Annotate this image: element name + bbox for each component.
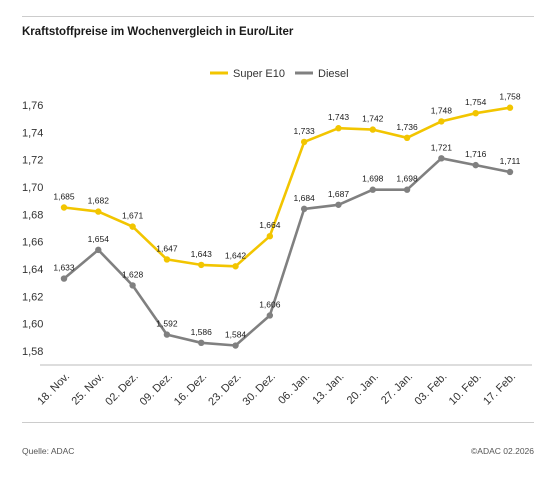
data-point-0-3 [163, 256, 171, 263]
data-point-0-8 [335, 125, 342, 132]
x-tick-label: 16. Dez. [172, 371, 209, 408]
data-point-1-6 [266, 312, 274, 319]
data-point-0-0 [60, 204, 68, 211]
y-tick-label: 1,68 [22, 209, 43, 221]
data-label-1-11: 1,721 [431, 142, 453, 152]
series-line-0 [62, 106, 512, 268]
data-point-1-9 [369, 186, 376, 193]
data-label-0-4: 1,643 [191, 249, 213, 259]
x-tick-label: 25. Nov. [70, 371, 107, 408]
data-label-0-6: 1,664 [259, 220, 281, 230]
line-chart: Super E10 Diesel 1,58 1,60 1,62 1,64 1,66 1,68 1… [22, 68, 532, 408]
data-label-0-7: 1,733 [294, 126, 316, 136]
x-tick-label: 13. Jan. [310, 371, 346, 407]
data-label-1-13: 1,711 [500, 156, 521, 166]
x-tick-label: 06. Jan. [276, 371, 312, 407]
data-point-0-13 [506, 104, 514, 111]
data-label-0-2: 1,671 [122, 211, 144, 221]
data-point-1-11 [438, 155, 445, 162]
data-point-0-2 [129, 223, 136, 230]
data-label-1-1: 1,654 [88, 234, 110, 244]
data-label-1-9: 1,698 [362, 174, 384, 184]
data-point-1-5 [232, 342, 239, 349]
data-label-0-3: 1,647 [156, 243, 178, 253]
data-point-1-4 [198, 339, 205, 346]
data-point-1-13 [506, 168, 514, 176]
y-tick-label: 1,74 [22, 127, 43, 139]
y-tick-label: 1,72 [22, 155, 43, 167]
data-label-1-12: 1,716 [465, 149, 487, 159]
data-label-0-9: 1,742 [362, 114, 384, 124]
data-point-1-12 [472, 161, 479, 169]
y-tick-label: 1,76 [22, 100, 43, 112]
x-tick-label: 03. Feb. [412, 371, 449, 408]
y-tick-label: 1,60 [22, 319, 43, 331]
chart-title: Kraftstoffpreise im Wochenvergleich in E… [22, 26, 294, 38]
data-label-0-13: 1,758 [499, 92, 521, 102]
x-tick-label: 23. Dez. [206, 371, 243, 408]
data-label-1-4: 1,586 [191, 327, 213, 337]
data-point-0-10 [403, 134, 411, 141]
x-tick-label: 10. Feb. [447, 371, 484, 408]
data-point-1-2 [129, 282, 136, 289]
data-label-1-10: 1,698 [396, 174, 418, 184]
x-tick-label: 17. Feb. [481, 371, 518, 408]
data-point-0-7 [300, 138, 308, 146]
data-point-1-1 [95, 246, 102, 254]
data-point-0-4 [198, 261, 205, 269]
y-tick-label: 1,66 [22, 237, 43, 249]
data-point-1-0 [60, 275, 68, 282]
data-label-1-2: 1,628 [122, 269, 144, 279]
data-label-0-1: 1,682 [88, 196, 110, 206]
data-label-1-8: 1,687 [328, 189, 350, 199]
copyright-note: ©ADAC 02.2026 [471, 446, 534, 456]
data-label-0-0: 1,685 [53, 192, 75, 202]
data-label-0-12: 1,754 [465, 97, 487, 107]
y-tick-label: 1,64 [22, 264, 43, 276]
data-label-0-5: 1,642 [225, 250, 247, 260]
data-label-1-6: 1,606 [259, 299, 281, 309]
data-point-1-7 [300, 205, 308, 213]
data-point-0-12 [472, 110, 479, 117]
data-label-1-3: 1,592 [156, 319, 178, 329]
data-label-1-0: 1,633 [53, 263, 75, 273]
y-tick-label: 1,70 [22, 182, 43, 194]
x-tick-label: 27. Jan. [379, 371, 415, 407]
data-label-0-10: 1,736 [396, 122, 418, 132]
x-tick-label: 30. Dez. [241, 371, 278, 408]
data-label-0-11: 1,748 [431, 105, 453, 115]
y-tick-label: 1,62 [22, 291, 43, 303]
bottom-divider [22, 422, 534, 423]
data-point-0-5 [232, 263, 239, 270]
source-note: Quelle: ADAC [22, 446, 75, 456]
data-point-0-9 [369, 126, 376, 133]
x-tick-label: 02. Dez. [103, 371, 140, 408]
data-label-0-8: 1,743 [328, 112, 350, 122]
legend-label-0: Super E10 [233, 68, 285, 80]
data-point-0-11 [438, 118, 445, 125]
data-label-1-5: 1,584 [225, 330, 247, 340]
data-point-1-8 [335, 201, 342, 208]
data-label-1-7: 1,684 [294, 193, 316, 203]
x-tick-label: 09. Dez. [138, 371, 175, 408]
series-line-1 [62, 157, 512, 347]
data-point-1-3 [163, 331, 171, 338]
x-tick-label: 20. Jan. [345, 371, 381, 407]
data-point-0-1 [95, 208, 102, 215]
y-tick-label: 1,58 [22, 346, 43, 358]
top-divider [22, 16, 534, 17]
data-point-1-10 [403, 186, 411, 193]
x-tick-label: 18. Nov. [35, 371, 72, 408]
data-point-0-6 [266, 233, 274, 240]
legend-label-1: Diesel [318, 68, 349, 80]
